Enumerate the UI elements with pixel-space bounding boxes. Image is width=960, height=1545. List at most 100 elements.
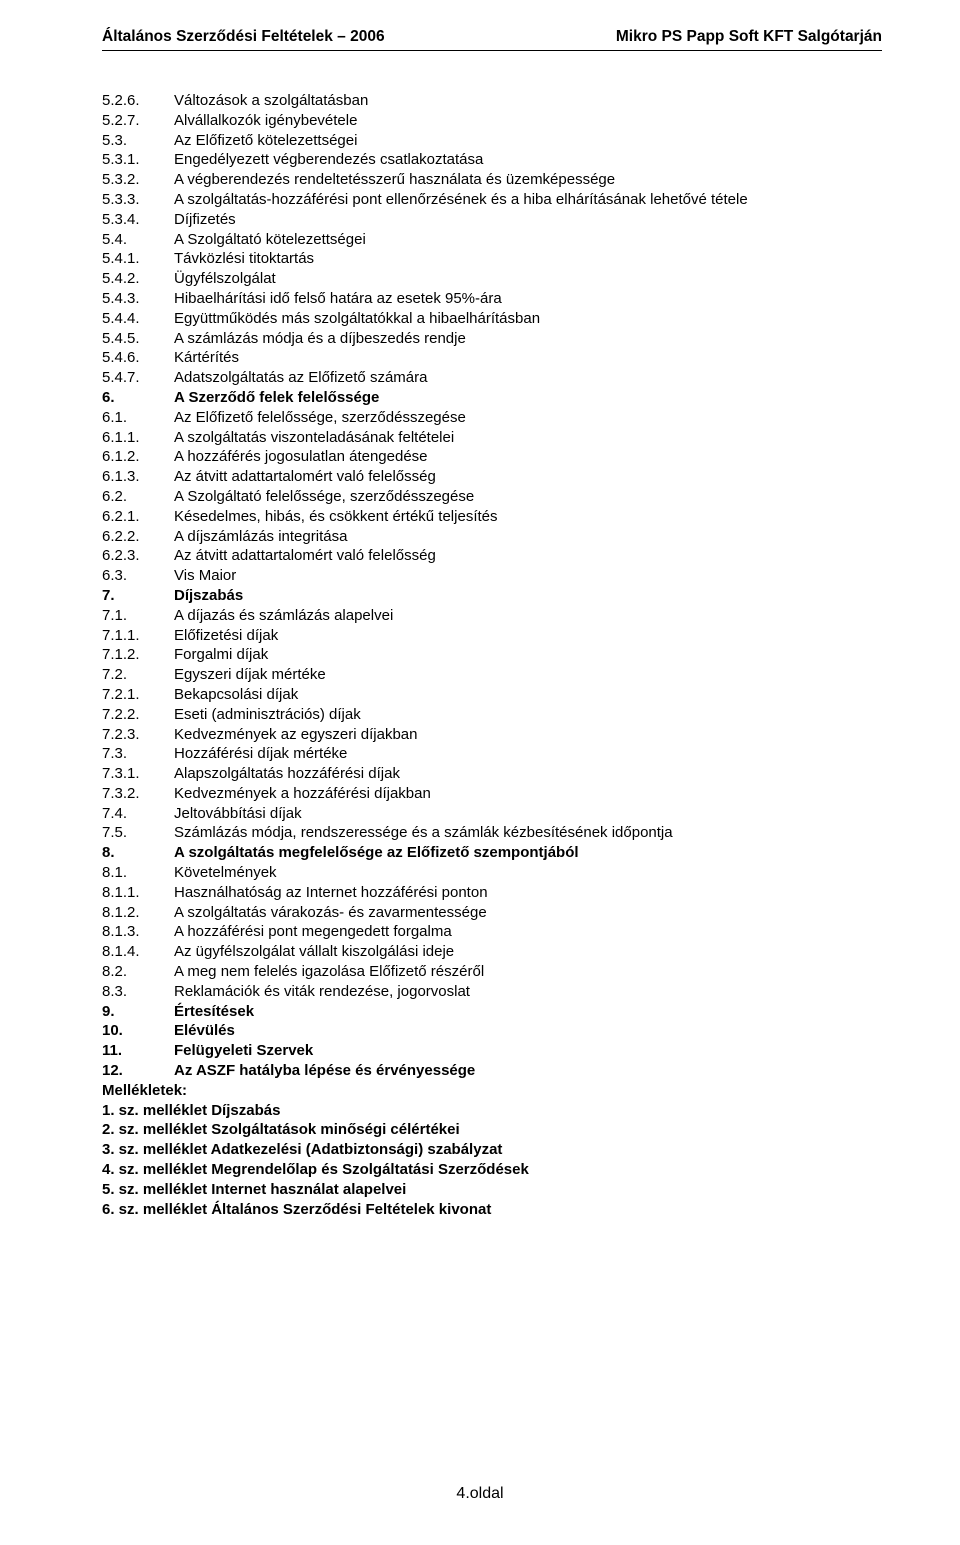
toc-row: 5.4.6.Kártérítés — [102, 348, 882, 368]
toc-number: 8.1.2. — [102, 903, 174, 923]
toc-number: 7.2. — [102, 665, 174, 685]
toc-number: 6.2.3. — [102, 546, 174, 566]
toc-number: 9. — [102, 1002, 174, 1022]
toc-title: Késedelmes, hibás, és csökkent értékű te… — [174, 507, 882, 527]
toc-title: Hozzáférési díjak mértéke — [174, 744, 882, 764]
toc-number: 6. — [102, 388, 174, 408]
toc-row: 6.2.3.Az átvitt adattartalomért való fel… — [102, 546, 882, 566]
appendix-line: 2. sz. melléklet Szolgáltatások minőségi… — [102, 1120, 882, 1140]
toc-row: 5.3.Az Előfizető kötelezettségei — [102, 131, 882, 151]
toc-row: 5.4.A Szolgáltató kötelezettségei — [102, 230, 882, 250]
toc-number: 5.4.4. — [102, 309, 174, 329]
toc-number: 5.3.4. — [102, 210, 174, 230]
toc-row: 6.1.Az Előfizető felelőssége, szerződéss… — [102, 408, 882, 428]
toc-title: A meg nem felelés igazolása Előfizető ré… — [174, 962, 882, 982]
toc-title: Együttműködés más szolgáltatókkal a hiba… — [174, 309, 882, 329]
toc-number: 7.1. — [102, 606, 174, 626]
header-left: Általános Szerződési Feltételek – 2006 — [102, 28, 385, 46]
toc-title: Hibaelhárítási idő felső határa az esete… — [174, 289, 882, 309]
toc-number: 5.3.2. — [102, 170, 174, 190]
toc-row: 5.3.2.A végberendezés rendeltetésszerű h… — [102, 170, 882, 190]
toc-title: Az ügyfélszolgálat vállalt kiszolgálási … — [174, 942, 882, 962]
toc-row: 5.4.5.A számlázás módja és a díjbeszedés… — [102, 329, 882, 349]
toc-number: 12. — [102, 1061, 174, 1081]
toc-title: A végberendezés rendeltetésszerű használ… — [174, 170, 882, 190]
toc-row: 6.2.1.Késedelmes, hibás, és csökkent ért… — [102, 507, 882, 527]
toc-row: 7.4.Jeltovábbítási díjak — [102, 804, 882, 824]
toc-number: 7.3.2. — [102, 784, 174, 804]
toc-row: 8.3.Reklamációk és viták rendezése, jogo… — [102, 982, 882, 1002]
toc-title: Kártérítés — [174, 348, 882, 368]
toc-title: Értesítések — [174, 1002, 882, 1022]
toc-title: Az Előfizető felelőssége, szerződésszegé… — [174, 408, 882, 428]
toc-row: 7.2.Egyszeri díjak mértéke — [102, 665, 882, 685]
toc-row: 6.1.3.Az átvitt adattartalomért való fel… — [102, 467, 882, 487]
toc-title: A díjszámlázás integritása — [174, 527, 882, 547]
toc-row: 8.1.3.A hozzáférési pont megengedett for… — [102, 922, 882, 942]
toc-row: 8.1.Követelmények — [102, 863, 882, 883]
toc-row: 6.1.2.A hozzáférés jogosulatlan átengedé… — [102, 447, 882, 467]
toc-number: 10. — [102, 1021, 174, 1041]
toc-row: 6.1.1.A szolgáltatás viszonteladásának f… — [102, 428, 882, 448]
toc-title: Az átvitt adattartalomért való felelőssé… — [174, 467, 882, 487]
toc-number: 5.4.2. — [102, 269, 174, 289]
document-page: Általános Szerződési Feltételek – 2006 M… — [0, 0, 960, 1545]
toc-row: 8.1.4.Az ügyfélszolgálat vállalt kiszolg… — [102, 942, 882, 962]
toc-number: 5.4.6. — [102, 348, 174, 368]
toc-row: 7.3.1.Alapszolgáltatás hozzáférési díjak — [102, 764, 882, 784]
toc-row: 5.4.7.Adatszolgáltatás az Előfizető szám… — [102, 368, 882, 388]
toc-number: 7.2.2. — [102, 705, 174, 725]
toc-number: 5.4.5. — [102, 329, 174, 349]
toc-title: Előfizetési díjak — [174, 626, 882, 646]
toc-row: 6.A Szerződő felek felelőssége — [102, 388, 882, 408]
toc-title: Díjfizetés — [174, 210, 882, 230]
toc-title: Vis Maior — [174, 566, 882, 586]
toc-number: 8.2. — [102, 962, 174, 982]
toc-row: 5.3.3.A szolgáltatás-hozzáférési pont el… — [102, 190, 882, 210]
page-footer: 4.oldal — [0, 1485, 960, 1503]
toc-title: Jeltovábbítási díjak — [174, 804, 882, 824]
toc-title: Eseti (adminisztrációs) díjak — [174, 705, 882, 725]
toc-row: 8.1.1.Használhatóság az Internet hozzáfé… — [102, 883, 882, 903]
toc-row: 7.1.2.Forgalmi díjak — [102, 645, 882, 665]
toc-title: A hozzáférés jogosulatlan átengedése — [174, 447, 882, 467]
toc-title: Számlázás módja, rendszeressége és a szá… — [174, 823, 882, 843]
toc-row: 7.2.2.Eseti (adminisztrációs) díjak — [102, 705, 882, 725]
toc-number: 8.1.3. — [102, 922, 174, 942]
toc-title: A szolgáltatás várakozás- és zavarmentes… — [174, 903, 882, 923]
toc-title: Változások a szolgáltatásban — [174, 91, 882, 111]
toc-row: 5.3.4.Díjfizetés — [102, 210, 882, 230]
toc-row: 8.1.2.A szolgáltatás várakozás- és zavar… — [102, 903, 882, 923]
toc-title: A számlázás módja és a díjbeszedés rendj… — [174, 329, 882, 349]
appendix-line: 5. sz. melléklet Internet használat alap… — [102, 1180, 882, 1200]
toc-row: 7.1.A díjazás és számlázás alapelvei — [102, 606, 882, 626]
toc-number: 8.1. — [102, 863, 174, 883]
table-of-contents: 5.2.6.Változások a szolgáltatásban5.2.7.… — [102, 91, 882, 1219]
toc-row: 10.Elévülés — [102, 1021, 882, 1041]
toc-title: A hozzáférési pont megengedett forgalma — [174, 922, 882, 942]
toc-number: 8.3. — [102, 982, 174, 1002]
toc-number: 8. — [102, 843, 174, 863]
page-header: Általános Szerződési Feltételek – 2006 M… — [102, 28, 882, 46]
toc-number: 5.2.7. — [102, 111, 174, 131]
toc-row: 5.3.1.Engedélyezett végberendezés csatla… — [102, 150, 882, 170]
toc-row: 6.2.A Szolgáltató felelőssége, szerződés… — [102, 487, 882, 507]
toc-number: 6.3. — [102, 566, 174, 586]
toc-number: 7.4. — [102, 804, 174, 824]
toc-title: Adatszolgáltatás az Előfizető számára — [174, 368, 882, 388]
toc-title: Reklamációk és viták rendezése, jogorvos… — [174, 982, 882, 1002]
appendix-line: Mellékletek: — [102, 1081, 882, 1101]
toc-title: A szolgáltatás viszonteladásának feltéte… — [174, 428, 882, 448]
toc-title: A szolgáltatás megfelelősége az Előfizet… — [174, 843, 882, 863]
toc-row: 12.Az ASZF hatályba lépése és érvényessé… — [102, 1061, 882, 1081]
toc-number: 6.2. — [102, 487, 174, 507]
toc-row: 7.5.Számlázás módja, rendszeressége és a… — [102, 823, 882, 843]
toc-title: Egyszeri díjak mértéke — [174, 665, 882, 685]
toc-row: 7.2.3.Kedvezmények az egyszeri díjakban — [102, 725, 882, 745]
toc-row: 7.Díjszabás — [102, 586, 882, 606]
toc-number: 7.2.3. — [102, 725, 174, 745]
toc-title: A szolgáltatás-hozzáférési pont ellenőrz… — [174, 190, 882, 210]
toc-title: Engedélyezett végberendezés csatlakoztat… — [174, 150, 882, 170]
toc-row: 5.4.2.Ügyfélszolgálat — [102, 269, 882, 289]
toc-number: 5.3.3. — [102, 190, 174, 210]
